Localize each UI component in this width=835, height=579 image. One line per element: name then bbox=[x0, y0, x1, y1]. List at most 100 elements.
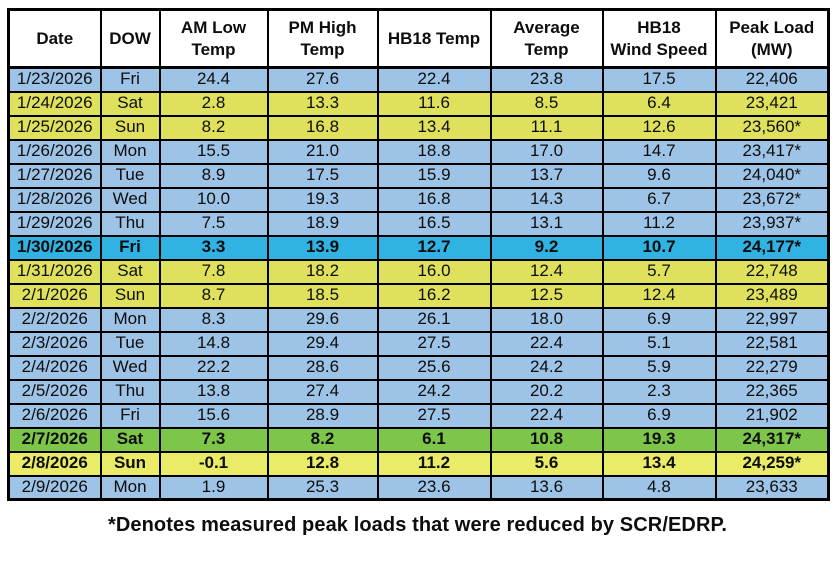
cell-hb18-wind: 5.1 bbox=[601, 330, 717, 357]
cell-hb18-wind: 14.7 bbox=[601, 138, 717, 165]
cell-hb18-wind: 9.6 bbox=[601, 162, 717, 189]
cell-am-low: 7.3 bbox=[158, 426, 269, 453]
cell-am-low: 1.9 bbox=[158, 474, 269, 501]
cell-dow: Mon bbox=[99, 138, 161, 165]
cell-dow: Wed bbox=[99, 354, 161, 381]
table-row: 1/28/2026 Wed 10.0 19.3 16.8 14.3 6.7 23… bbox=[7, 186, 830, 213]
cell-date: 1/27/2026 bbox=[7, 162, 102, 189]
cell-avg-temp: 10.8 bbox=[489, 426, 604, 453]
cell-dow: Tue bbox=[99, 162, 161, 189]
cell-avg-temp: 14.3 bbox=[489, 186, 604, 213]
cell-hb18-wind: 6.7 bbox=[601, 186, 717, 213]
cell-hb18-temp: 16.8 bbox=[376, 186, 492, 213]
cell-date: 1/30/2026 bbox=[7, 234, 102, 261]
cell-hb18-temp: 25.6 bbox=[376, 354, 492, 381]
cell-pm-high: 13.3 bbox=[266, 90, 379, 117]
cell-peak-load: 22,406 bbox=[714, 66, 830, 93]
cell-peak-load: 23,421 bbox=[714, 90, 830, 117]
cell-peak-load: 22,997 bbox=[714, 306, 830, 333]
cell-date: 2/2/2026 bbox=[7, 306, 102, 333]
table-row: 2/4/2026 Wed 22.2 28.6 25.6 24.2 5.9 22,… bbox=[7, 354, 830, 381]
cell-am-low: 3.3 bbox=[158, 234, 269, 261]
cell-peak-load: 23,672* bbox=[714, 186, 830, 213]
cell-am-low: 8.3 bbox=[158, 306, 269, 333]
column-header: Peak Load (MW) bbox=[714, 8, 830, 69]
table-row: 2/2/2026 Mon 8.3 29.6 26.1 18.0 6.9 22,9… bbox=[7, 306, 830, 333]
column-header: HB18 Wind Speed bbox=[601, 8, 717, 69]
cell-hb18-wind: 5.7 bbox=[601, 258, 717, 285]
cell-date: 1/24/2026 bbox=[7, 90, 102, 117]
cell-date: 1/25/2026 bbox=[7, 114, 102, 141]
cell-avg-temp: 11.1 bbox=[489, 114, 604, 141]
cell-dow: Sat bbox=[99, 90, 161, 117]
cell-date: 1/23/2026 bbox=[7, 66, 102, 93]
cell-peak-load: 24,317* bbox=[714, 426, 830, 453]
cell-dow: Mon bbox=[99, 474, 161, 501]
cell-dow: Thu bbox=[99, 378, 161, 405]
cell-dow: Mon bbox=[99, 306, 161, 333]
cell-hb18-temp: 11.2 bbox=[376, 450, 492, 477]
cell-pm-high: 12.8 bbox=[266, 450, 379, 477]
table-header: Date DOW AM Low Temp PM High Temp HB18 Temp A… bbox=[7, 8, 830, 69]
column-header: HB18 Temp bbox=[376, 8, 492, 69]
cell-hb18-wind: 4.8 bbox=[601, 474, 717, 501]
cell-dow: Fri bbox=[99, 234, 161, 261]
table-row: 1/27/2026 Tue 8.9 17.5 15.9 13.7 9.6 24,… bbox=[7, 162, 830, 189]
table-row: 2/8/2026 Sun -0.1 12.8 11.2 5.6 13.4 24,… bbox=[7, 450, 830, 477]
cell-pm-high: 19.3 bbox=[266, 186, 379, 213]
cell-hb18-wind: 12.6 bbox=[601, 114, 717, 141]
peak-load-table: Date DOW AM Low Temp PM High Temp HB18 Temp A… bbox=[7, 8, 830, 501]
cell-am-low: 24.4 bbox=[158, 66, 269, 93]
cell-am-low: 8.7 bbox=[158, 282, 269, 309]
cell-pm-high: 17.5 bbox=[266, 162, 379, 189]
cell-avg-temp: 22.4 bbox=[489, 330, 604, 357]
cell-peak-load: 24,259* bbox=[714, 450, 830, 477]
cell-hb18-wind: 2.3 bbox=[601, 378, 717, 405]
table-row: 1/24/2026 Sat 2.8 13.3 11.6 8.5 6.4 23,4… bbox=[7, 90, 830, 117]
cell-peak-load: 24,040* bbox=[714, 162, 830, 189]
cell-hb18-wind: 5.9 bbox=[601, 354, 717, 381]
cell-am-low: 7.8 bbox=[158, 258, 269, 285]
cell-date: 2/5/2026 bbox=[7, 378, 102, 405]
cell-pm-high: 8.2 bbox=[266, 426, 379, 453]
cell-date: 2/9/2026 bbox=[7, 474, 102, 501]
table-row: 1/29/2026 Thu 7.5 18.9 16.5 13.1 11.2 23… bbox=[7, 210, 830, 237]
cell-avg-temp: 18.0 bbox=[489, 306, 604, 333]
cell-avg-temp: 12.5 bbox=[489, 282, 604, 309]
cell-pm-high: 25.3 bbox=[266, 474, 379, 501]
footnote-text: *Denotes measured peak loads that were r… bbox=[107, 514, 728, 536]
cell-hb18-temp: 6.1 bbox=[376, 426, 492, 453]
table-row: 2/6/2026 Fri 15.6 28.9 27.5 22.4 6.9 21,… bbox=[7, 402, 830, 429]
cell-date: 1/31/2026 bbox=[7, 258, 102, 285]
cell-dow: Tue bbox=[99, 330, 161, 357]
cell-pm-high: 28.9 bbox=[266, 402, 379, 429]
cell-date: 2/6/2026 bbox=[7, 402, 102, 429]
cell-hb18-temp: 23.6 bbox=[376, 474, 492, 501]
cell-dow: Wed bbox=[99, 186, 161, 213]
cell-dow: Sat bbox=[99, 258, 161, 285]
table-row: 1/31/2026 Sat 7.8 18.2 16.0 12.4 5.7 22,… bbox=[7, 258, 830, 285]
cell-peak-load: 23,417* bbox=[714, 138, 830, 165]
cell-pm-high: 18.5 bbox=[266, 282, 379, 309]
cell-hb18-temp: 15.9 bbox=[376, 162, 492, 189]
cell-hb18-temp: 18.8 bbox=[376, 138, 492, 165]
table-row: 1/25/2026 Sun 8.2 16.8 13.4 11.1 12.6 23… bbox=[7, 114, 830, 141]
cell-hb18-temp: 11.6 bbox=[376, 90, 492, 117]
cell-date: 2/7/2026 bbox=[7, 426, 102, 453]
cell-date: 1/28/2026 bbox=[7, 186, 102, 213]
cell-am-low: 8.2 bbox=[158, 114, 269, 141]
cell-date: 2/4/2026 bbox=[7, 354, 102, 381]
cell-avg-temp: 17.0 bbox=[489, 138, 604, 165]
cell-peak-load: 23,937* bbox=[714, 210, 830, 237]
cell-am-low: 14.8 bbox=[158, 330, 269, 357]
column-header: Date bbox=[7, 8, 102, 69]
cell-hb18-wind: 6.9 bbox=[601, 402, 717, 429]
cell-pm-high: 18.9 bbox=[266, 210, 379, 237]
cell-peak-load: 23,633 bbox=[714, 474, 830, 501]
cell-date: 2/1/2026 bbox=[7, 282, 102, 309]
cell-dow: Sun bbox=[99, 450, 161, 477]
table-row: 2/5/2026 Thu 13.8 27.4 24.2 20.2 2.3 22,… bbox=[7, 378, 830, 405]
cell-date: 1/29/2026 bbox=[7, 210, 102, 237]
cell-avg-temp: 22.4 bbox=[489, 402, 604, 429]
